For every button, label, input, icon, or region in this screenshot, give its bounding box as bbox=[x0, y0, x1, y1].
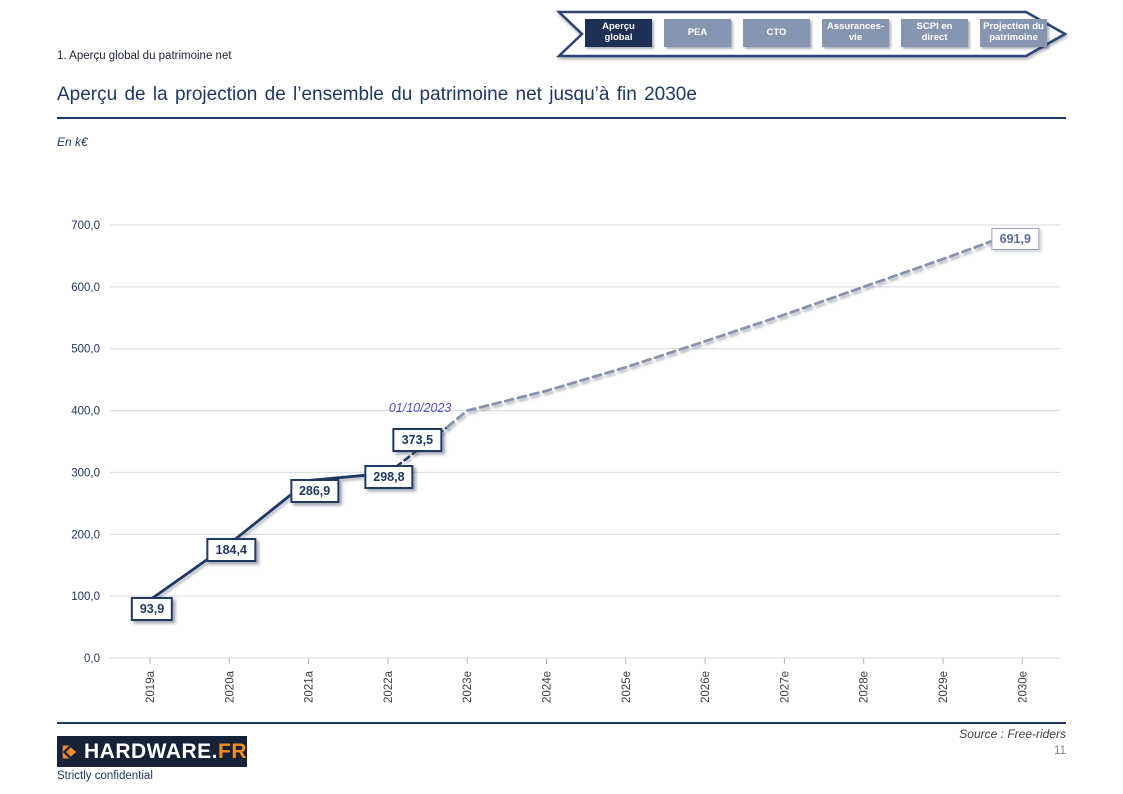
y-tick-label: 100,0 bbox=[71, 591, 100, 603]
nav-tab-list: Aperçu global PEA CTO Assurances- vie SCPI e… bbox=[585, 19, 1047, 47]
nav-tab-scpi-en-direct[interactable]: SCPI en direct bbox=[901, 19, 968, 47]
confidentiality-label: Strictly confidential bbox=[57, 770, 153, 782]
section-label: 1. Aperçu global du patrimoine net bbox=[57, 50, 232, 62]
data-label-691-9: 691,9 bbox=[991, 228, 1039, 250]
hardware-fr-logo: HARDWARE.FR bbox=[57, 736, 247, 767]
data-label-93-9: 93,9 bbox=[130, 596, 174, 621]
footer-divider bbox=[57, 722, 1066, 724]
source-label: Source : Free-riders bbox=[959, 727, 1066, 741]
section-navigation: Aperçu global PEA CTO Assurances- vie SCPI e… bbox=[555, 9, 1070, 59]
logo-text-suffix: FR bbox=[218, 739, 247, 763]
nav-tab-assurances-vie[interactable]: Assurances- vie bbox=[822, 19, 889, 47]
x-tick-label: 2024e bbox=[542, 671, 554, 703]
x-tick-label: 2025e bbox=[621, 671, 633, 703]
net-worth-projection-chart: 0,0 100,0 200,0 300,0 400,0 500,0 600,0 700,0 20… bbox=[55, 190, 1070, 720]
x-tick-label: 2020a bbox=[224, 670, 236, 703]
chart-canvas: 0,0 100,0 200,0 300,0 400,0 500,0 600,0 700,0 20… bbox=[71, 220, 1060, 703]
x-tick-label: 2028e bbox=[859, 671, 871, 703]
y-tick-label: 500,0 bbox=[71, 344, 100, 356]
x-tick-label: 2022a bbox=[383, 670, 395, 703]
series-line-actuals bbox=[148, 471, 390, 602]
nav-tab-aper-u-global[interactable]: Aperçu global bbox=[585, 19, 652, 47]
data-label-286-9: 286,9 bbox=[289, 478, 340, 503]
y-tick-label: 400,0 bbox=[71, 406, 100, 418]
nav-tab-pea[interactable]: PEA bbox=[664, 19, 731, 47]
page-title: Aperçu de la projection de l’ensemble du… bbox=[57, 84, 697, 105]
x-tick-label: 2023e bbox=[462, 671, 474, 703]
y-tick-label: 700,0 bbox=[71, 220, 100, 232]
x-tick-label: 2026e bbox=[700, 671, 712, 703]
x-tick-label: 2029e bbox=[938, 671, 950, 703]
valuation-date-annotation: 01/10/2023 bbox=[388, 400, 452, 415]
x-tick-label: 2030e bbox=[1017, 671, 1029, 703]
logo-text: HARDWARE.FR bbox=[84, 740, 247, 764]
nav-tab-cto[interactable]: CTO bbox=[743, 19, 810, 47]
data-label-373-5: 373,5 bbox=[392, 427, 443, 452]
hardware-fr-logo-icon bbox=[62, 744, 77, 759]
page-number: 11 bbox=[1054, 745, 1066, 757]
y-tick-label: 0,0 bbox=[84, 653, 100, 665]
data-label-184-4: 184,4 bbox=[206, 537, 256, 562]
y-tick-label: 300,0 bbox=[71, 467, 100, 479]
x-tick-label: 2021a bbox=[304, 670, 316, 703]
x-tick-label: 2019a bbox=[145, 670, 157, 703]
y-tick-label: 600,0 bbox=[71, 282, 100, 294]
title-divider bbox=[57, 117, 1066, 119]
logo-text-main: HARDWARE. bbox=[84, 739, 218, 763]
gridlines bbox=[110, 224, 1060, 659]
data-label-298-8: 298,8 bbox=[364, 465, 414, 490]
x-tick-label: 2027e bbox=[779, 671, 791, 703]
series-line-projection bbox=[445, 228, 1024, 429]
nav-tab-projection-du-patrimoine[interactable]: Projection du patrimoine bbox=[980, 19, 1047, 47]
chart-unit-label: En k€ bbox=[57, 135, 88, 149]
y-tick-label: 200,0 bbox=[71, 529, 100, 541]
